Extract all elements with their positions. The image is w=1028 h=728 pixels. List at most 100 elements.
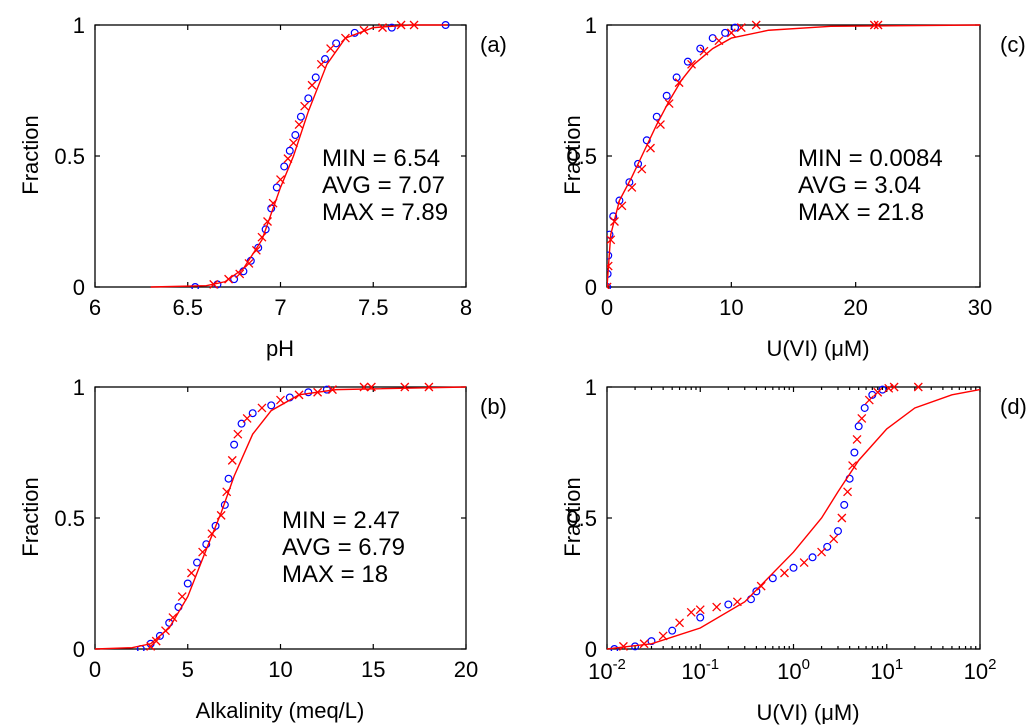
panel-d-ytick-label: 1 — [585, 375, 597, 400]
panel-b-point-cross — [227, 455, 237, 465]
panel-a-point-circle — [387, 23, 396, 32]
panel-d-point-cross — [639, 639, 649, 649]
panel-d-point-cross — [852, 434, 862, 444]
panel-b-xtick-label: 0 — [89, 657, 101, 682]
panel-b-frame — [94, 386, 467, 650]
panel-d-point-circle — [808, 553, 817, 562]
panel-b-point-cross — [400, 382, 410, 392]
panel-c: Fraction U(VI) (μM) (c) MIN = 0.0084 AVG… — [560, 13, 1026, 361]
panel-a-xtick-label: 6.5 — [172, 295, 203, 320]
panel-c-point-circle — [662, 91, 671, 100]
panel-d-data — [596, 382, 981, 653]
panel-b-point-cross — [207, 529, 217, 539]
panel-b-point-circle — [322, 385, 331, 394]
panel-b-tag: (b) — [480, 394, 507, 419]
panel-a-point-circle — [311, 73, 320, 82]
panel-c-point-cross — [637, 164, 647, 174]
panel-c-xtick-label: 0 — [601, 295, 613, 320]
panel-a-ytick-label: 0 — [73, 275, 85, 300]
panel-d-ytick-label: 0.5 — [566, 506, 597, 531]
panel-c-xtick-label: 30 — [968, 295, 992, 320]
panel-a-point-cross — [235, 269, 245, 279]
panel-d-point-cross — [873, 387, 883, 397]
panel-d: Fraction U(VI) (μM) (d) 10-2 10-1 100 101 10… — [560, 375, 1027, 725]
panel-a-point-circle — [261, 225, 270, 234]
panel-d-point-cross — [780, 568, 789, 578]
panel-d-xlabel: U(VI) (μM) — [756, 700, 859, 725]
panel-b-ytick-label: 0.5 — [54, 506, 85, 531]
panel-a-stat-max: MAX = 7.89 — [322, 199, 448, 226]
panel-d-point-cross — [913, 382, 923, 392]
panel-b-point-circle — [230, 440, 239, 449]
panel-c-point-circle — [683, 57, 692, 66]
panel-a-stat-min: MIN = 6.54 — [322, 145, 440, 172]
panel-c-point-cross — [873, 20, 883, 30]
panel-c-point-circle — [642, 136, 651, 145]
panel-d-point-circle — [860, 403, 869, 412]
panel-c-ylabel: Fraction — [560, 115, 585, 194]
panel-a-data — [150, 20, 450, 289]
panel-d-point-cross — [843, 487, 853, 497]
panel-d-point-circle — [752, 587, 761, 596]
panel-b-point-cross — [198, 547, 208, 557]
panel-b-point-cross — [366, 382, 376, 392]
panel-d-point-circle — [647, 637, 656, 646]
panel-b-point-circle — [248, 409, 257, 418]
panel-b-point-cross — [276, 395, 285, 405]
panel-a-point-cross — [294, 120, 304, 130]
panel-d-xtick-label: 100 — [777, 656, 810, 684]
panel-c-point-cross — [627, 182, 637, 192]
panel-a-fit-line — [150, 24, 448, 288]
panel-b-ylabel: Fraction — [18, 477, 43, 556]
panel-b-xlabel: Alkalinity (meq/L) — [196, 698, 365, 723]
panel-a-point-circle — [280, 162, 289, 171]
panel-c-point-cross — [726, 28, 736, 38]
panel-d-frame — [606, 386, 981, 650]
panel-b-point-circle — [304, 388, 313, 397]
panel-c-data — [607, 20, 981, 289]
panel-d-point-circle — [878, 385, 887, 394]
panel-a-point-circle — [254, 243, 263, 252]
panel-a-xtick-label: 8 — [460, 295, 472, 320]
panel-d-xtick-label: 10-2 — [588, 656, 626, 684]
panel-d-point-cross — [799, 558, 809, 567]
panel-c-point-cross — [751, 20, 761, 30]
panel-b-point-cross — [187, 568, 196, 578]
panel-a-point-circle — [321, 55, 330, 64]
panel-b-stat-avg: AVG = 6.79 — [282, 534, 405, 561]
panel-d-point-circle — [823, 542, 832, 551]
panel-b-point-circle — [237, 419, 246, 428]
panel-d-point-cross — [596, 645, 604, 653]
panel-a-tag: (a) — [480, 32, 507, 57]
panel-d-point-cross — [848, 461, 858, 471]
panel-d-point-circle — [854, 422, 863, 431]
panel-c-point-cross — [646, 143, 655, 153]
panel-a-point-cross — [326, 44, 336, 54]
panel-b-xtick-label: 20 — [454, 657, 478, 682]
panel-a-ytick-label: 0.5 — [54, 144, 85, 169]
panel-b-point-cross — [242, 413, 252, 423]
panel-a-point-circle — [191, 283, 200, 289]
panel-c-ytick-label: 0.5 — [566, 144, 597, 169]
panel-c-ytick-label: 1 — [585, 13, 597, 38]
panel-a-point-circle — [285, 146, 294, 155]
panel-d-point-circle — [696, 613, 705, 622]
panel-a-point-cross — [316, 59, 326, 69]
panel-b-point-circle — [267, 401, 276, 410]
panel-d-point-cross — [889, 382, 899, 392]
panel-c-point-circle — [731, 23, 740, 32]
panel-d-xtick-label: 101 — [870, 656, 903, 684]
panel-a-point-circle — [304, 94, 313, 103]
panel-c-point-circle — [708, 34, 717, 43]
panel-a-point-cross — [263, 217, 272, 226]
panel-b-point-cross — [424, 382, 434, 392]
panel-c-ytick-label: 0 — [585, 275, 597, 300]
panel-d-point-cross — [817, 547, 827, 557]
panel-c-point-cross — [687, 59, 697, 69]
panel-a-point-cross — [300, 101, 310, 111]
panel-a-xlabel: pH — [266, 336, 294, 361]
panel-d-point-circle — [724, 600, 733, 609]
panel-c-xtick-label: 20 — [843, 295, 867, 320]
panel-d-point-circle — [850, 448, 859, 457]
